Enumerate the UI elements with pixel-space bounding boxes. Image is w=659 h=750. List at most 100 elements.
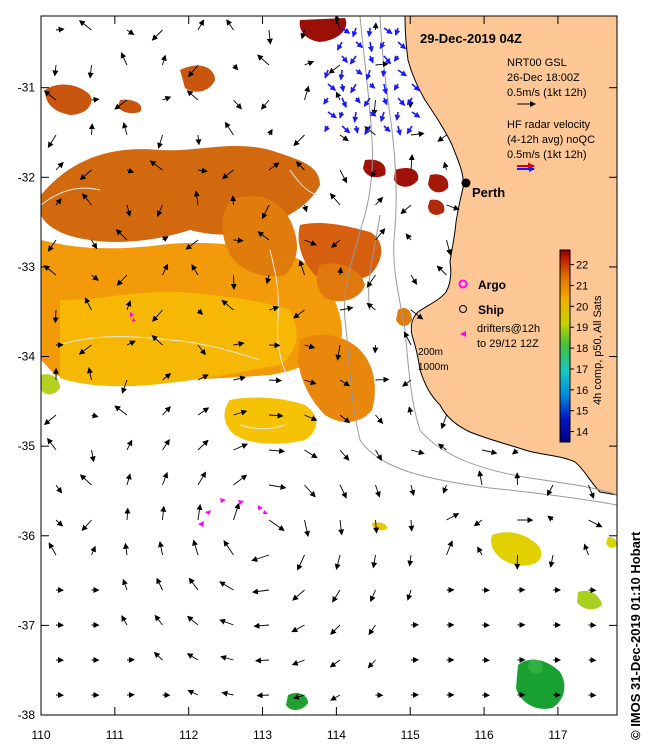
current-arrow xyxy=(473,519,483,527)
hf-radar-arrow xyxy=(341,125,351,134)
hf-radar-arrow xyxy=(349,55,357,65)
current-arrow xyxy=(268,447,286,454)
current-arrow xyxy=(195,134,202,146)
current-arrow xyxy=(221,299,234,311)
hf-radar-arrow xyxy=(338,111,345,119)
map-title: 29-Dec-2019 04Z xyxy=(420,31,522,46)
hf-radar-arrow xyxy=(365,69,372,81)
current-arrow xyxy=(371,554,378,569)
x-tick-label: 116 xyxy=(475,728,494,742)
current-arrow xyxy=(126,167,135,174)
isotherm-lines xyxy=(41,169,321,430)
hf-radar-arrow xyxy=(368,55,374,64)
current-arrow xyxy=(230,195,237,206)
credit-label: © IMOS 31-Dec-2019 01:10 Hobart xyxy=(628,531,643,740)
x-tick-label: 117 xyxy=(548,728,567,742)
current-arrow xyxy=(339,305,354,312)
current-arrow xyxy=(477,546,483,556)
contour-1000m-label: 1000m xyxy=(418,362,449,373)
hf-radar-arrow xyxy=(397,97,406,107)
current-arrow xyxy=(408,519,415,532)
current-arrow xyxy=(446,239,452,256)
x-axis: 110 111 112 113 114 115 116 117 xyxy=(31,16,568,742)
current-arrow xyxy=(191,264,199,276)
current-arrow xyxy=(233,341,245,347)
hf-radar-arrow xyxy=(397,69,408,77)
y-tick-label: -37 xyxy=(18,618,36,632)
y-tick-label: -36 xyxy=(18,529,36,543)
current-arrow xyxy=(81,519,92,532)
current-arrow xyxy=(446,540,454,556)
current-arrow xyxy=(122,578,128,591)
y-tick-label: -31 xyxy=(18,81,36,95)
current-arrow xyxy=(156,577,163,591)
current-arrow xyxy=(55,161,64,171)
current-arrow xyxy=(268,162,280,171)
current-arrow xyxy=(233,237,244,244)
contour-200m xyxy=(379,16,617,496)
hf-radar-arrow xyxy=(411,83,420,92)
current-arrow xyxy=(251,588,270,595)
current-arrow xyxy=(339,134,349,142)
hf-radar-arrow xyxy=(383,55,392,65)
drifter-symbol xyxy=(460,331,466,337)
colorbar-tick-label: 20 xyxy=(576,301,588,313)
drifters-line2: to 29/12 12Z xyxy=(477,338,539,350)
hf-radar-arrow xyxy=(383,27,393,35)
x-tick-label: 115 xyxy=(401,728,420,742)
current-arrow xyxy=(48,542,57,556)
current-arrow xyxy=(197,407,210,416)
current-arrow xyxy=(55,198,62,206)
hf-radar-arrow xyxy=(381,97,388,106)
current-arrow xyxy=(187,689,199,696)
hf-radar-arrow xyxy=(394,27,401,36)
drifter-tracks xyxy=(130,312,268,527)
current-arrow xyxy=(368,624,376,636)
current-arrow xyxy=(437,443,447,451)
current-arrow xyxy=(292,693,305,700)
hf-radar-arrow xyxy=(397,41,407,50)
current-arrow xyxy=(162,95,172,102)
current-arrow xyxy=(407,554,414,567)
hf-radar-arrow xyxy=(341,97,347,108)
colorbar-tick-label: 22 xyxy=(576,260,588,272)
current-arrow xyxy=(82,193,92,206)
current-arrow xyxy=(121,615,128,626)
current-arrow xyxy=(114,405,128,416)
current-arrow xyxy=(436,265,447,276)
current-arrow xyxy=(188,577,199,591)
current-arrow xyxy=(91,412,99,419)
hf-line1: HF radar velocity xyxy=(507,119,591,131)
current-arrow xyxy=(297,554,305,571)
current-arrow xyxy=(292,589,305,601)
hf-radar-arrow xyxy=(324,69,330,79)
current-arrow xyxy=(588,484,595,499)
current-arrow xyxy=(223,540,234,556)
current-arrow xyxy=(261,204,270,220)
current-arrow xyxy=(115,229,128,241)
perth-label: Perth xyxy=(472,185,505,200)
current-arrow xyxy=(253,622,270,629)
current-arrow xyxy=(233,375,247,382)
current-arrow xyxy=(402,379,412,387)
hf-radar-arrow xyxy=(367,41,374,53)
current-arrow xyxy=(339,449,350,461)
current-arrow xyxy=(88,123,95,136)
current-arrow xyxy=(304,379,317,385)
current-arrow xyxy=(481,449,498,456)
current-arrow xyxy=(330,694,341,701)
current-arrow xyxy=(375,414,384,424)
hf-radar-arrow xyxy=(324,125,330,133)
current-arrow xyxy=(338,519,345,536)
hf-radar-arrow xyxy=(383,125,391,133)
perth-marker xyxy=(461,178,471,188)
current-arrow xyxy=(302,204,308,213)
current-arrow xyxy=(125,300,132,311)
current-arrow xyxy=(304,449,318,459)
hf-radar-arrow xyxy=(323,97,330,105)
current-arrow xyxy=(446,204,460,211)
current-arrow xyxy=(87,367,93,381)
colorbar-ramp xyxy=(559,249,571,443)
contour-deep xyxy=(368,214,381,311)
